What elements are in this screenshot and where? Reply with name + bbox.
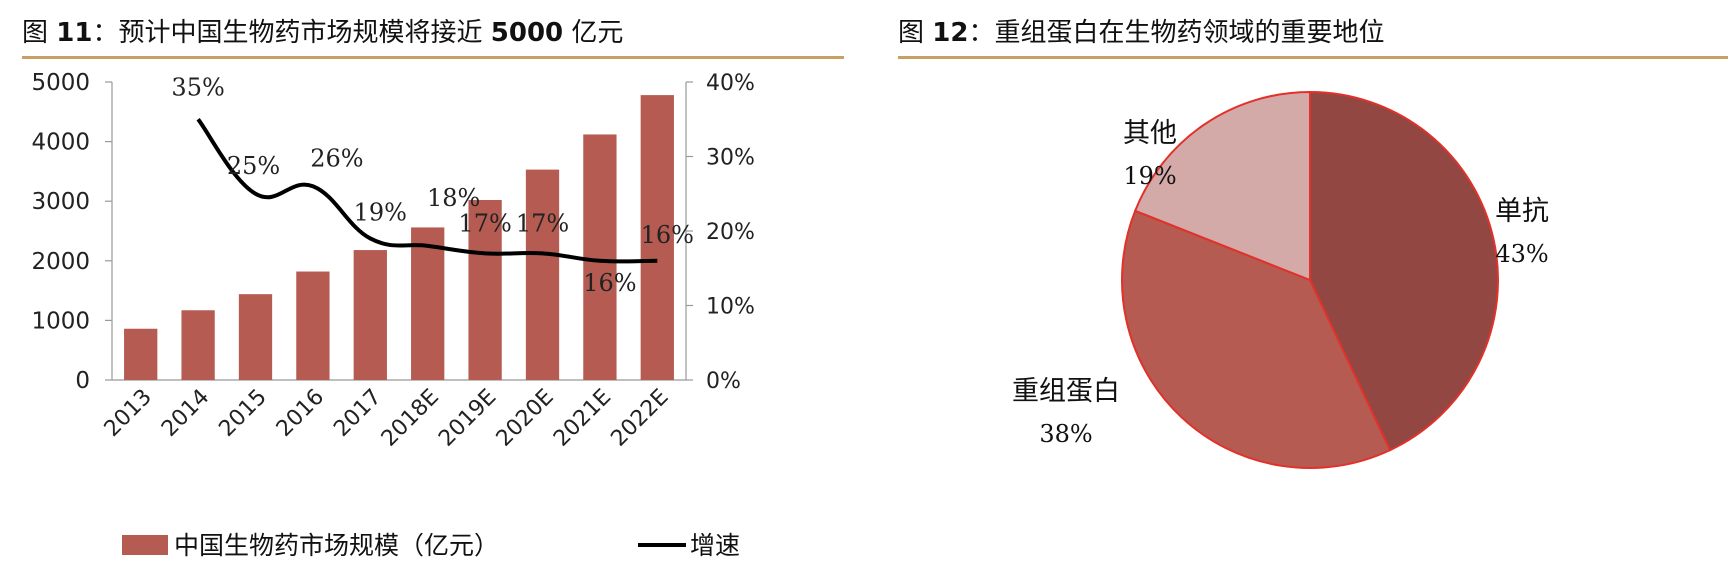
bar — [353, 250, 387, 380]
growth-label: 16% — [641, 221, 694, 249]
figure-11-text-b: 亿元 — [571, 18, 624, 48]
y2-tick-label: 20% — [706, 220, 755, 245]
bar — [296, 271, 330, 380]
y2-tick-label: 40% — [706, 71, 755, 96]
figure-11-prefix: 图 — [22, 18, 49, 48]
figure-11-highlight: 5000 — [490, 18, 564, 48]
figure-11-title: 图 11：预计中国生物药市场规模将接近 5000 亿元 — [22, 12, 623, 49]
y-tick-label: 5000 — [31, 70, 90, 96]
bar — [181, 310, 215, 380]
growth-label: 16% — [583, 269, 636, 297]
pie-slice — [1133, 90, 1311, 282]
bar — [583, 134, 617, 380]
bar — [640, 95, 674, 380]
figure-12-text: 重组蛋白在生物药领域的重要地位 — [994, 18, 1385, 48]
pie-slice-label: 19% — [1123, 162, 1176, 190]
legend-line-label: 增速 — [690, 531, 740, 560]
figure-12-prefix: 图 — [898, 18, 925, 48]
figure-12-sep: ： — [968, 18, 995, 48]
y2-tick-label: 10% — [706, 295, 755, 320]
bar — [124, 328, 158, 380]
pie-slice-label: 43% — [1495, 240, 1548, 268]
x-tick-label: 2022E — [606, 385, 673, 452]
pie-slice-label: 38% — [1039, 420, 1092, 448]
growth-label: 18% — [427, 184, 480, 212]
legend-bar-label: 中国生物药市场规模（亿元） — [174, 531, 499, 560]
bar — [468, 200, 502, 380]
y-tick-label: 0 — [75, 368, 90, 394]
growth-label: 25% — [227, 152, 280, 180]
x-tick-label: 2015 — [214, 385, 271, 442]
x-tick-label: 2019E — [434, 385, 501, 452]
x-tick-label: 2016 — [272, 385, 329, 442]
x-tick-label: 2020E — [492, 385, 559, 452]
pie-slice-name: 重组蛋白 — [1012, 376, 1120, 407]
pie-slice-name: 其他 — [1123, 118, 1177, 149]
figure-12-title: 图 12：重组蛋白在生物药领域的重要地位 — [898, 12, 1385, 49]
growth-label: 17% — [516, 209, 569, 237]
growth-label: 17% — [458, 209, 511, 237]
figure-11-rule — [22, 56, 844, 59]
pie-slice — [1309, 90, 1499, 452]
x-tick-label: 2021E — [549, 385, 616, 452]
bar — [411, 227, 445, 380]
bar — [238, 294, 273, 380]
pie-slice — [1121, 209, 1392, 469]
figure-12-number: 12 — [932, 18, 969, 48]
y-tick-label: 4000 — [31, 130, 90, 156]
pie-slice-name: 单抗 — [1495, 196, 1549, 227]
figure-11-text-a: 预计中国生物药市场规模将接近 — [118, 18, 483, 48]
y-tick-label: 2000 — [31, 249, 90, 275]
figure-11-number: 11 — [56, 18, 93, 48]
figure-12-rule — [898, 56, 1728, 59]
growth-label: 35% — [171, 73, 224, 101]
y2-tick-label: 0% — [706, 369, 741, 394]
x-tick-label: 2013 — [100, 385, 157, 442]
x-tick-label: 2014 — [157, 385, 214, 442]
figure-11-sep: ： — [92, 18, 119, 48]
growth-label: 26% — [310, 144, 363, 172]
x-tick-label: 2018E — [377, 385, 444, 452]
legend-bar-swatch — [122, 535, 168, 555]
growth-line — [196, 118, 658, 264]
pie-chart: 单抗 43% 重组蛋白 38% 其他 19% — [1012, 90, 1549, 469]
growth-label: 19% — [354, 198, 407, 226]
y2-tick-label: 30% — [706, 146, 755, 171]
y-tick-label: 3000 — [31, 189, 90, 215]
bar — [525, 169, 560, 380]
y-tick-label: 1000 — [31, 308, 90, 334]
